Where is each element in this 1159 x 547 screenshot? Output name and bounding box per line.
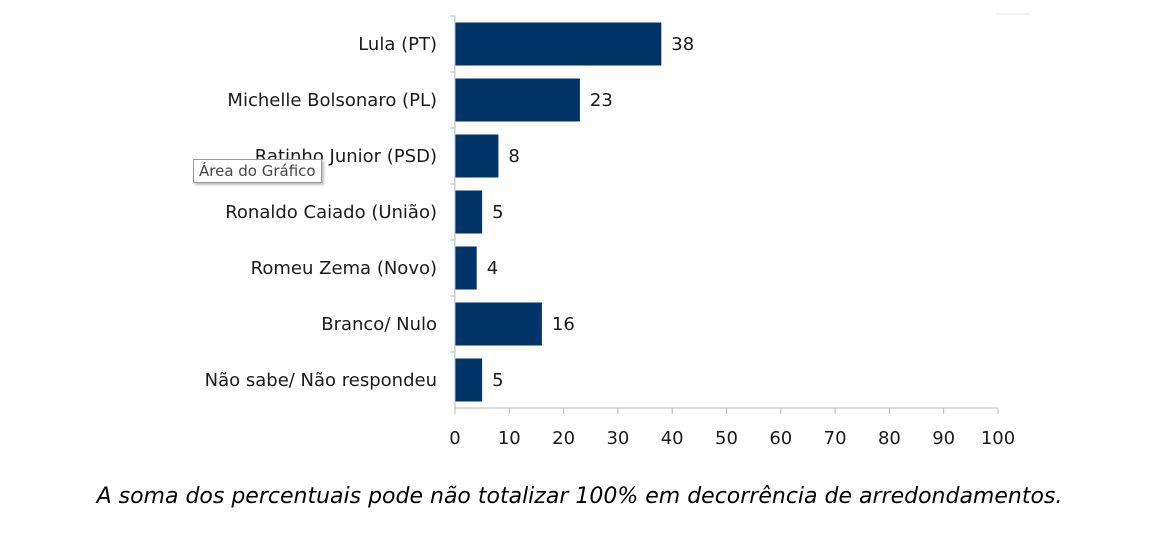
x-tick-label-6: 60 [769, 428, 792, 449]
x-tick-label-2: 20 [552, 428, 575, 449]
x-tick-label-0: 0 [449, 428, 460, 449]
bar-3 [455, 190, 483, 234]
value-label-0: 38 [671, 34, 694, 55]
x-tick-label-3: 30 [606, 428, 629, 449]
value-label-3: 5 [492, 202, 503, 223]
category-label-0: Lula (PT) [358, 34, 437, 55]
bar-1 [455, 78, 580, 122]
bars-layer [455, 22, 662, 402]
bar-5 [455, 302, 542, 346]
x-tick-label-7: 70 [824, 428, 847, 449]
x-tick-label-4: 40 [661, 428, 684, 449]
bar-4 [455, 246, 477, 290]
x-tick-label-9: 90 [932, 428, 955, 449]
category-label-5: Branco/ Nulo [321, 314, 437, 335]
value-label-1: 23 [590, 90, 613, 111]
value-label-5: 16 [552, 314, 575, 335]
axis-layer: 0 10 20 30 40 50 60 70 80 90 100 [449, 13, 1030, 449]
x-tick-label-10: 100 [981, 428, 1015, 449]
x-tick-label-5: 50 [715, 428, 738, 449]
x-tick-label-8: 80 [878, 428, 901, 449]
bar-6 [455, 358, 483, 402]
bar-2 [455, 134, 499, 178]
chart-area-tooltip: Área do Gráfico [193, 159, 322, 183]
value-label-4: 4 [487, 258, 498, 279]
footnote: A soma dos percentuais pode não totaliza… [96, 484, 1063, 509]
category-label-1: Michelle Bolsonaro (PL) [227, 90, 437, 111]
value-label-6: 5 [492, 370, 503, 391]
x-tick-label-1: 10 [498, 428, 521, 449]
category-label-6: Não sabe/ Não respondeu [205, 370, 437, 391]
value-label-2: 8 [508, 146, 519, 167]
category-label-3: Ronaldo Caiado (União) [225, 202, 437, 223]
category-label-4: Romeu Zema (Novo) [251, 258, 437, 279]
bar-0 [455, 22, 662, 66]
